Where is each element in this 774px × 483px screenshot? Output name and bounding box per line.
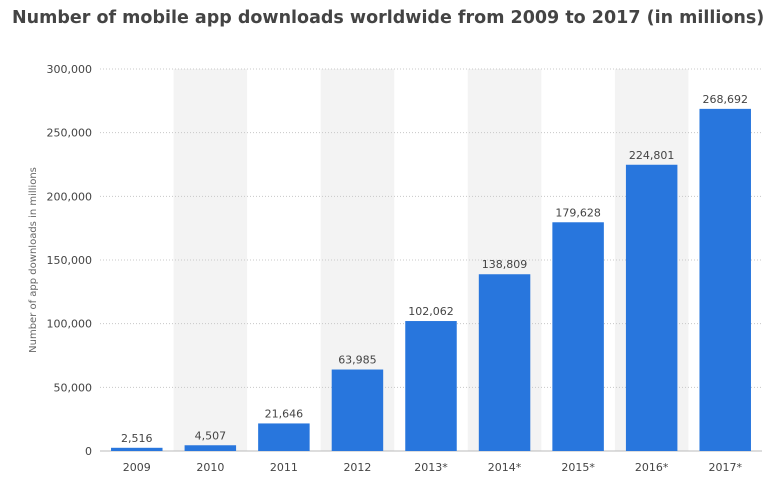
y-tick-label-5: 250,000 — [47, 127, 93, 140]
bar-2009 — [111, 447, 163, 451]
x-tick-label-2015*: 2015* — [561, 461, 595, 474]
y-axis-label: Number of app downloads in millions — [28, 167, 39, 353]
bar-2010 — [184, 445, 237, 451]
chart-title: Number of mobile app downloads worldwide… — [12, 8, 765, 28]
y-axis-ticks: 0 50,000 100,000 150,000 200,000 250,000 300,0… — [47, 63, 93, 458]
bars — [111, 108, 751, 452]
value-label-2011: 21,646 — [265, 407, 304, 420]
bar-2017* — [699, 108, 751, 452]
bar-2011 — [258, 423, 310, 451]
y-tick-label-0: 0 — [85, 445, 92, 458]
bar-2015* — [552, 222, 604, 451]
x-axis-ticks: 2009 2010 2011 2012 2013* 2014* 2015* 2016* 2017… — [123, 461, 743, 474]
value-label-2009: 2,516 — [121, 432, 153, 445]
y-tick-label-1: 50,000 — [54, 381, 93, 394]
value-label-2016*: 224,801 — [629, 149, 675, 162]
value-label-2012: 63,985 — [338, 354, 377, 367]
y-tick-label-4: 200,000 — [47, 190, 93, 203]
band-1 — [173, 69, 248, 451]
value-labels: 2,516 4,507 21,646 63,985 102,062 138,809 179,… — [121, 93, 748, 445]
bar-2012 — [331, 369, 384, 451]
y-tick-label-6: 300,000 — [47, 63, 93, 76]
value-label-2014*: 138,809 — [482, 258, 528, 271]
value-label-2015*: 179,628 — [555, 206, 601, 219]
bar-2014* — [478, 274, 531, 451]
bar-2013* — [405, 321, 457, 451]
y-tick-label-2: 100,000 — [47, 318, 93, 331]
value-label-2017*: 268,692 — [702, 93, 748, 106]
value-label-2010: 4,507 — [195, 429, 227, 442]
x-tick-label-2013*: 2013* — [414, 461, 448, 474]
value-label-2013*: 102,062 — [408, 305, 454, 318]
x-tick-label-2012: 2012 — [343, 461, 371, 474]
x-tick-label-2010: 2010 — [196, 461, 224, 474]
x-tick-label-2009: 2009 — [123, 461, 151, 474]
x-tick-label-2016*: 2016* — [635, 461, 669, 474]
x-tick-label-2011: 2011 — [270, 461, 298, 474]
x-tick-label-2017*: 2017* — [708, 461, 742, 474]
bar-2016* — [625, 164, 678, 451]
x-tick-label-2014*: 2014* — [488, 461, 522, 474]
y-tick-label-3: 150,000 — [47, 254, 93, 267]
